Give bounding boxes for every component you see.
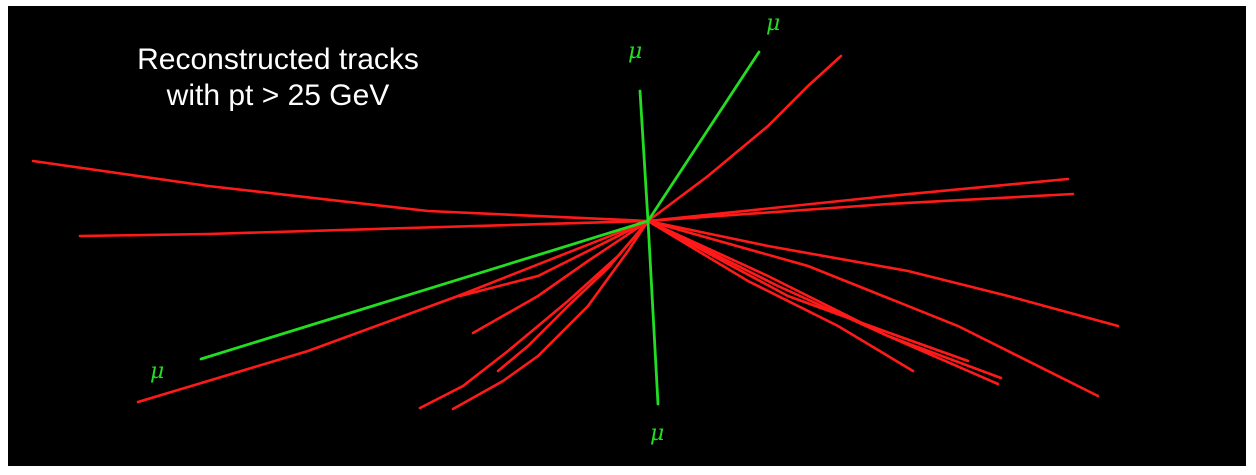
- muon-track: [648, 52, 759, 221]
- hadron-track: [648, 221, 1118, 326]
- hadron-track: [473, 221, 648, 333]
- event-display: μ μ μ μ Reconstructed tracks with pt > 2…: [8, 6, 1246, 466]
- muon-label: μ: [628, 39, 642, 64]
- hadron-track: [648, 221, 1098, 396]
- muon-label: μ: [766, 11, 780, 36]
- muon-track: [648, 221, 658, 404]
- caption: Reconstructed tracks with pt > 25 GeV: [73, 42, 483, 114]
- caption-line-1: Reconstructed tracks: [73, 42, 483, 78]
- muon-label: μ: [650, 421, 664, 446]
- hadron-track: [648, 221, 998, 384]
- hadron-track: [648, 179, 1068, 221]
- caption-line-2: with pt > 25 GeV: [73, 78, 483, 114]
- hadron-track: [80, 221, 648, 236]
- hadron-track: [648, 56, 841, 221]
- hadron-track: [138, 221, 648, 402]
- hadron-track: [33, 161, 648, 221]
- hadron-track: [420, 221, 648, 408]
- muon-track: [640, 91, 648, 221]
- muon-label: μ: [150, 359, 164, 384]
